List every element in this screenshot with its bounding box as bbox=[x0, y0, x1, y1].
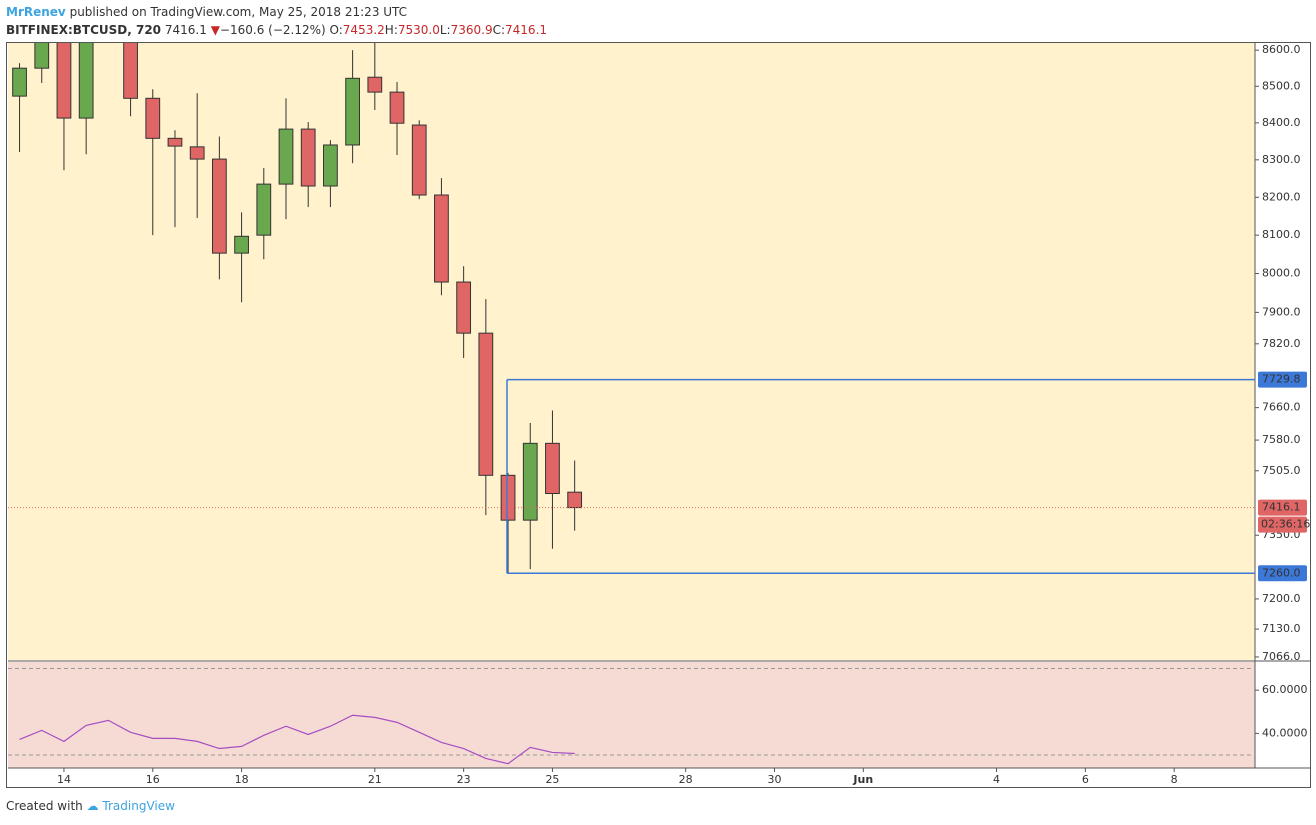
level-tag bbox=[1258, 371, 1307, 388]
y-tick-label: 7505.0 bbox=[1262, 464, 1301, 477]
x-tick-label: 25 bbox=[545, 773, 559, 786]
candle-body bbox=[456, 281, 472, 334]
x-tick-label: 28 bbox=[679, 773, 693, 786]
created: Created with bbox=[6, 799, 83, 813]
x-tick-label: 6 bbox=[1082, 773, 1089, 786]
candle-body bbox=[101, 22, 115, 33]
publish-line: MrRenev published on TradingView.com, Ma… bbox=[6, 3, 547, 21]
y-tick-label: 8600.0 bbox=[1262, 43, 1301, 56]
candle-body bbox=[212, 158, 227, 254]
candle-body bbox=[256, 183, 272, 236]
y-tick-label: 7130.0 bbox=[1262, 622, 1301, 635]
header: MrRenev published on TradingView.com, Ma… bbox=[6, 3, 547, 39]
y-tick-label: 8100.0 bbox=[1262, 228, 1301, 241]
symbol-line: BITFINEX:BTCUSD, 720 7416.1 ▼−160.6 (−2.… bbox=[6, 21, 547, 39]
y-tick-label: 60.0000 bbox=[1262, 683, 1308, 696]
y-tick-label: 8400.0 bbox=[1262, 116, 1301, 129]
x-tick-label: 30 bbox=[767, 773, 781, 786]
candle-body bbox=[478, 332, 494, 476]
author[interactable]: MrRenev bbox=[6, 5, 66, 19]
ohlc-value: 7453.2 bbox=[342, 23, 385, 37]
main-plot bbox=[8, 22, 1255, 575]
y-tick-label: 7066.0 bbox=[1262, 650, 1301, 663]
candle-body bbox=[522, 442, 538, 521]
candle-body bbox=[345, 77, 360, 146]
ohlc-key: H: bbox=[384, 23, 398, 37]
candle-body bbox=[12, 67, 27, 97]
frame bbox=[6, 42, 1311, 788]
candle-body bbox=[278, 128, 294, 185]
countdown: 02:36:16 bbox=[1261, 518, 1310, 531]
x-tick-label: 16 bbox=[146, 773, 160, 786]
level-label: 7729.8 bbox=[1262, 373, 1301, 386]
y-tick-label: 7580.0 bbox=[1262, 433, 1301, 446]
candle-body bbox=[411, 124, 427, 196]
price-axis bbox=[1255, 43, 1310, 768]
rsi-line bbox=[19, 714, 575, 765]
y-tick-label: 40.0000 bbox=[1262, 726, 1308, 739]
ohlc-key: O: bbox=[329, 23, 343, 37]
candle-body bbox=[500, 474, 516, 521]
y-tick-label: 8500.0 bbox=[1262, 79, 1301, 92]
candle-body bbox=[189, 146, 205, 160]
y-tick-label: 8300.0 bbox=[1262, 153, 1301, 166]
ohlc: O:7453.2H:7530.0L:7360.9C:7416.1 bbox=[330, 23, 548, 37]
x-tick-label: 23 bbox=[457, 773, 471, 786]
candle-body bbox=[545, 442, 560, 495]
y-tick-label: 7900.0 bbox=[1262, 305, 1301, 318]
candle-body bbox=[300, 128, 316, 187]
candle-body bbox=[389, 91, 405, 124]
last-label: 7416.1 bbox=[1262, 501, 1301, 514]
x-tick-label: 14 bbox=[57, 773, 71, 786]
main-pane bbox=[8, 43, 1255, 660]
level-tag bbox=[1258, 565, 1307, 582]
ohlc-value: 7360.9 bbox=[450, 23, 493, 37]
y-tick-label: 8200.0 bbox=[1262, 190, 1301, 203]
candle-body bbox=[567, 491, 583, 509]
brand[interactable]: TradingView bbox=[102, 799, 175, 813]
symbol: BITFINEX:BTCUSD, 720 bbox=[6, 23, 162, 37]
y-tick-label: 7660.0 bbox=[1262, 401, 1301, 414]
candle-body bbox=[123, 43, 138, 99]
ohlc-key: L: bbox=[439, 23, 451, 37]
last-tag bbox=[1258, 499, 1307, 516]
published: published on TradingView.com, May 25, 20… bbox=[69, 5, 408, 19]
candle-body bbox=[56, 43, 72, 119]
candle-body bbox=[78, 43, 94, 119]
candle-body bbox=[434, 194, 449, 283]
candle-body bbox=[234, 235, 249, 254]
x-tick-label: 4 bbox=[993, 773, 1000, 786]
overlay: 8600.0 8500.0 8400.0 8300.0 8200.0 8100.0 8000… bbox=[8, 43, 1310, 786]
candle-body bbox=[34, 43, 50, 69]
x-tick-label: 18 bbox=[235, 773, 249, 786]
arrow: ▼ bbox=[210, 23, 220, 37]
footer: Created with ☁ TradingView bbox=[6, 799, 175, 813]
candle-body bbox=[145, 97, 161, 139]
candle-body bbox=[167, 137, 183, 147]
y-tick-label: 8000.0 bbox=[1262, 267, 1301, 280]
level-label: 7260.0 bbox=[1262, 566, 1301, 579]
x-tick-label: 8 bbox=[1171, 773, 1178, 786]
last: 7416.1 bbox=[164, 23, 207, 37]
candle-body bbox=[323, 144, 338, 187]
ohlc-key: C: bbox=[492, 23, 506, 37]
rsi-pane bbox=[8, 662, 1255, 768]
x-tick-label: 21 bbox=[368, 773, 382, 786]
ohlc-value: 7416.1 bbox=[505, 23, 548, 37]
ohlc-value: 7530.0 bbox=[397, 23, 440, 37]
countdown-tag bbox=[1258, 516, 1307, 533]
y-tick-label: 7200.0 bbox=[1262, 592, 1301, 605]
y-tick-label: 7820.0 bbox=[1262, 337, 1301, 350]
candle-body bbox=[367, 76, 383, 93]
change: −160.6 (−2.12%) bbox=[219, 23, 326, 37]
x-tick-label: Jun bbox=[852, 773, 873, 786]
